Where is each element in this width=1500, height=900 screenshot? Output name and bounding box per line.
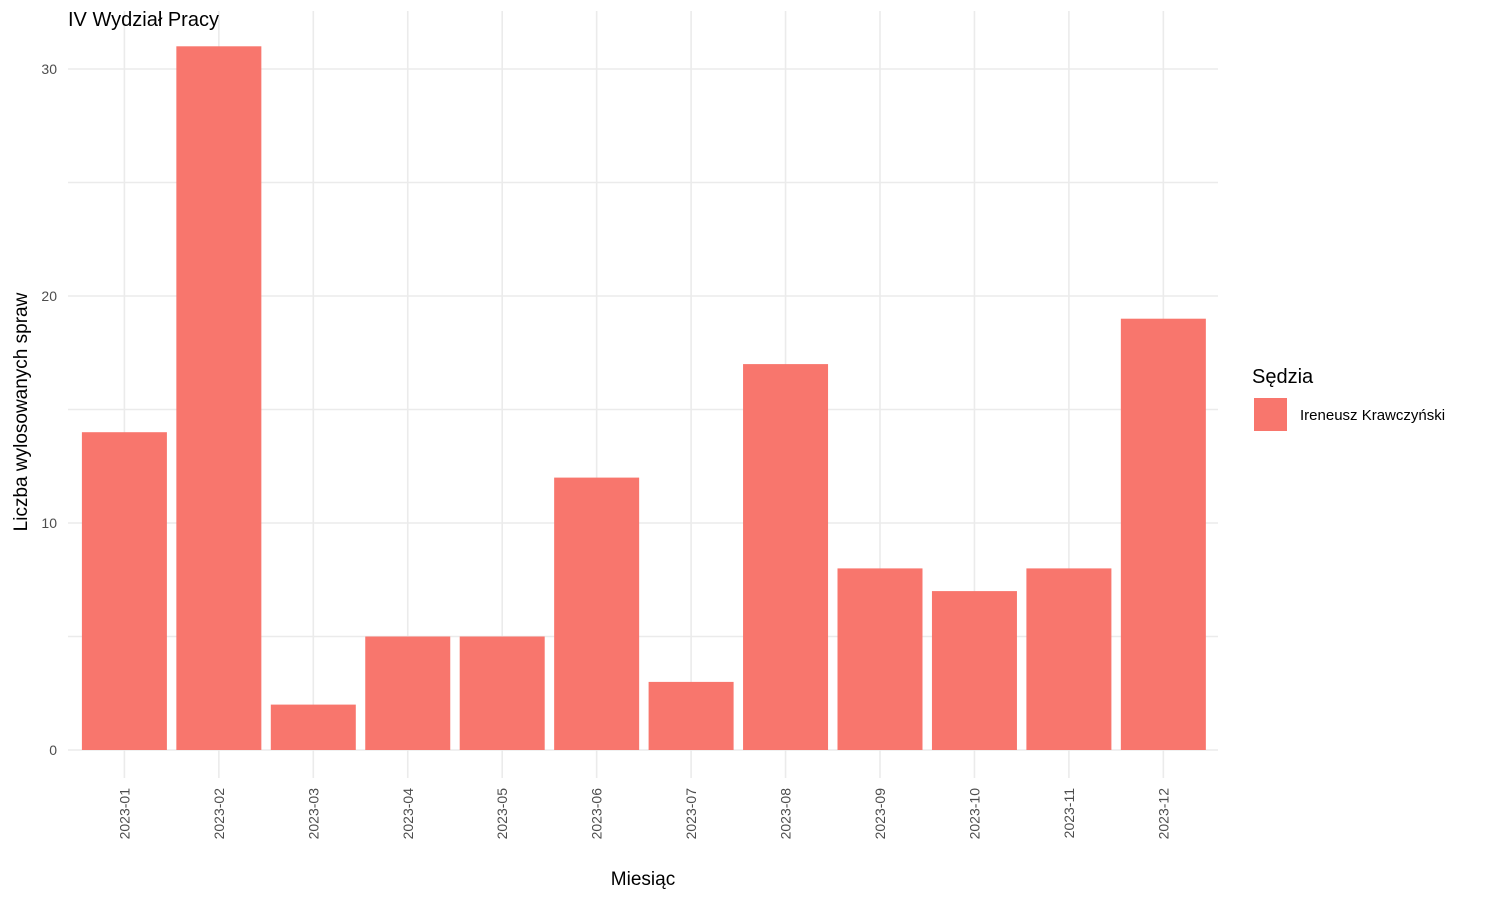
y-tick-label: 30	[41, 61, 57, 77]
bar	[81, 432, 167, 750]
y-axis-title: Liczba wylosowanych spraw	[11, 292, 32, 531]
y-tick-label: 10	[41, 515, 57, 531]
x-axis-title: Miesiąc	[611, 869, 675, 890]
chart-title: IV Wydział Pracy	[68, 9, 219, 31]
x-axis-ticks: 2023-01 2023-02 2023-03 2023-04 2023-05 2023-…	[116, 788, 1171, 840]
x-tick-label: 2023-07	[683, 788, 699, 840]
y-axis-ticks: 0 10 20 30	[41, 61, 57, 758]
x-tick-label: 2023-11	[1061, 788, 1077, 839]
x-tick-label: 2023-01	[116, 788, 132, 840]
x-tick-label: 2023-09	[872, 788, 888, 840]
x-tick-label: 2023-12	[1155, 788, 1171, 840]
bars-layer	[81, 46, 1206, 751]
bar	[270, 704, 356, 750]
legend-key	[1254, 398, 1287, 431]
bar	[459, 636, 545, 750]
x-tick-label: 2023-03	[305, 788, 321, 840]
x-tick-label: 2023-10	[966, 788, 982, 840]
x-tick-label: 2023-04	[400, 788, 416, 840]
x-tick-label: 2023-02	[211, 788, 227, 840]
bar	[1120, 318, 1206, 750]
bar	[1026, 568, 1112, 750]
bar	[931, 591, 1017, 750]
x-tick-label: 2023-05	[494, 788, 510, 840]
legend-title: Sędzia	[1252, 366, 1314, 388]
legend: Sędzia Ireneusz Krawczyński	[1252, 366, 1445, 431]
bar	[648, 681, 734, 750]
bar	[837, 568, 923, 750]
x-tick-label: 2023-06	[589, 788, 605, 840]
y-tick-label: 20	[41, 288, 57, 304]
legend-label: Ireneusz Krawczyński	[1300, 407, 1445, 424]
x-tick-label: 2023-08	[778, 788, 794, 840]
bar	[743, 364, 829, 750]
bar	[365, 636, 451, 750]
bar	[554, 477, 640, 750]
bar	[176, 46, 262, 751]
y-tick-label: 0	[49, 742, 57, 758]
